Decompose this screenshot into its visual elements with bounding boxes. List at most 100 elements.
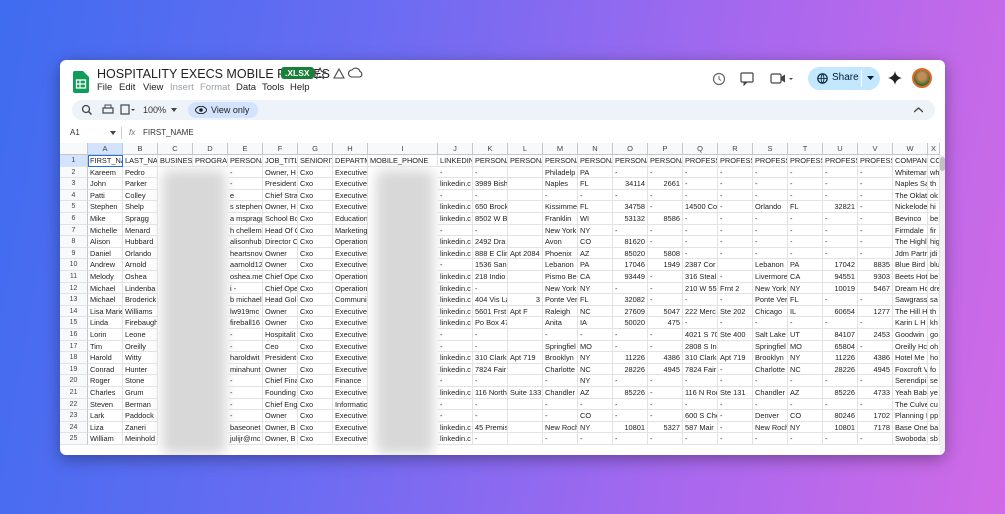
data-cell[interactable]: - (788, 236, 823, 248)
name-box[interactable]: A1 (70, 128, 80, 137)
data-cell[interactable]: Director C (263, 236, 298, 248)
data-cell[interactable]: - (578, 433, 613, 445)
data-cell[interactable]: Spragg (123, 213, 158, 225)
header-cell[interactable]: PROFESSI (683, 155, 718, 167)
data-cell[interactable]: Chandler (753, 387, 788, 399)
data-cell[interactable]: - (718, 375, 753, 387)
header-cell[interactable]: DEPARTM (333, 155, 368, 167)
data-cell[interactable]: 50020 (613, 317, 648, 329)
data-cell[interactable]: Chief Fina (263, 375, 298, 387)
data-cell[interactable]: 4386 (648, 352, 683, 364)
data-cell[interactable]: kh (928, 317, 940, 329)
data-cell[interactable]: Executive (333, 363, 368, 376)
data-cell[interactable]: aarnold12 (228, 259, 263, 271)
data-cell[interactable]: Executive (333, 201, 368, 213)
data-cell[interactable]: linkedin.c (438, 433, 473, 445)
formula-content[interactable]: FIRST_NAME (143, 128, 194, 137)
data-cell[interactable]: FL (788, 201, 823, 213)
data-cell[interactable]: 7178 (858, 421, 893, 434)
data-cell[interactable]: - (823, 166, 858, 179)
data-cell[interactable]: - (788, 317, 823, 329)
data-cell[interactable]: - (718, 398, 753, 411)
data-cell[interactable]: Executive (333, 421, 368, 434)
data-cell[interactable]: Owner, H (263, 201, 298, 213)
data-cell[interactable]: NC (788, 363, 823, 376)
data-cell[interactable]: sb (928, 433, 940, 445)
data-cell[interactable]: - (718, 224, 753, 237)
data-cell[interactable]: Operation (333, 282, 368, 295)
data-cell[interactable]: Lebanon (543, 259, 578, 271)
data-cell[interactable]: Executive (333, 247, 368, 260)
data-cell[interactable]: Bevinco (893, 213, 928, 225)
data-cell[interactable]: 475 (648, 317, 683, 329)
menu-item[interactable]: Help (290, 82, 310, 93)
empty-cell[interactable] (508, 224, 543, 237)
data-cell[interactable]: Liza (88, 421, 123, 434)
data-cell[interactable]: - (718, 213, 753, 225)
data-cell[interactable]: NC (578, 305, 613, 318)
data-cell[interactable]: Springfiel (753, 340, 788, 353)
data-cell[interactable]: 1702 (858, 410, 893, 422)
data-cell[interactable]: - (648, 166, 683, 179)
data-cell[interactable]: - (858, 178, 893, 190)
scrollbar-thumb[interactable] (940, 157, 945, 171)
data-cell[interactable]: Franklin (543, 213, 578, 225)
data-cell[interactable]: - (228, 329, 263, 341)
data-cell[interactable]: - (683, 317, 718, 329)
data-cell[interactable]: 2387 Cor (683, 259, 718, 271)
empty-cell[interactable] (508, 201, 543, 213)
data-cell[interactable]: Charlotte (753, 363, 788, 376)
header-cell[interactable]: PERSONA (228, 155, 263, 167)
data-cell[interactable]: - (543, 410, 578, 422)
data-cell[interactable]: - (648, 410, 683, 422)
data-cell[interactable]: Raleigh (543, 305, 578, 318)
data-cell[interactable]: - (858, 189, 893, 202)
data-cell[interactable]: Cxo (298, 201, 333, 213)
data-cell[interactable]: Cxo (298, 189, 333, 202)
data-cell[interactable]: 53132 (613, 213, 648, 225)
data-cell[interactable]: Owner (263, 410, 298, 422)
row-number[interactable]: 9 (60, 247, 88, 260)
data-cell[interactable]: linkedin.c (438, 294, 473, 306)
data-cell[interactable]: AZ (578, 387, 613, 399)
column-header[interactable]: I (368, 143, 438, 155)
data-cell[interactable]: - (753, 317, 788, 329)
data-cell[interactable]: i - (228, 282, 263, 295)
data-cell[interactable]: - (228, 387, 263, 399)
data-cell[interactable]: e (228, 189, 263, 202)
data-cell[interactable]: - (788, 398, 823, 411)
data-cell[interactable]: th (928, 178, 940, 190)
data-cell[interactable]: - (718, 189, 753, 202)
row-number[interactable]: 19 (60, 363, 88, 376)
data-cell[interactable]: Linda (88, 317, 123, 329)
data-cell[interactable]: linkedin.c (438, 247, 473, 260)
data-cell[interactable]: 45 Premis (473, 421, 508, 434)
data-cell[interactable]: Mike (88, 213, 123, 225)
column-header[interactable]: A (88, 143, 123, 155)
header-cell[interactable]: PERSONA (613, 155, 648, 167)
data-cell[interactable]: 8502 W B (473, 213, 508, 225)
data-cell[interactable]: Menard (123, 224, 158, 237)
data-cell[interactable]: Firmdale (893, 224, 928, 237)
data-cell[interactable]: 34114 (613, 178, 648, 190)
data-cell[interactable]: 5047 (648, 305, 683, 318)
row-number[interactable]: 8 (60, 236, 88, 248)
data-cell[interactable]: Avon (543, 236, 578, 248)
corner-cell[interactable] (60, 143, 88, 155)
data-cell[interactable]: Cxo (298, 352, 333, 364)
data-cell[interactable]: Pismo Be (543, 271, 578, 283)
row-number[interactable]: 4 (60, 189, 88, 202)
data-cell[interactable]: linkedin.c (438, 352, 473, 364)
empty-cell[interactable] (508, 189, 543, 202)
data-cell[interactable]: Ponte Ver (543, 294, 578, 306)
empty-cell[interactable] (508, 282, 543, 295)
data-cell[interactable]: - (753, 375, 788, 387)
data-cell[interactable]: Cxo (298, 259, 333, 271)
data-cell[interactable]: - (473, 433, 508, 445)
data-cell[interactable]: - (473, 282, 508, 295)
column-header[interactable]: C (158, 143, 193, 155)
data-cell[interactable]: 4945 (648, 363, 683, 376)
data-cell[interactable]: 93449 (613, 271, 648, 283)
data-cell[interactable]: go (928, 329, 940, 341)
data-cell[interactable]: 1277 (858, 305, 893, 318)
